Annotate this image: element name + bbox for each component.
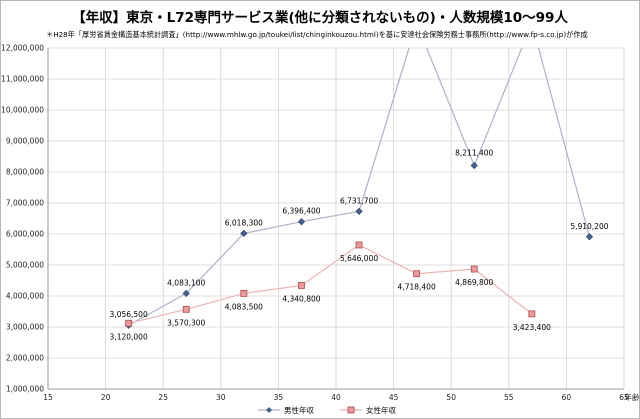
axes bbox=[47, 48, 624, 390]
male-value-label: 6,731,700 bbox=[340, 196, 378, 205]
legend-label-female: 女性年収 bbox=[366, 405, 396, 415]
male-value-label: 3,056,500 bbox=[110, 310, 148, 319]
grid-lines bbox=[47, 47, 625, 390]
x-tick-label: 40 bbox=[331, 393, 341, 402]
male-point bbox=[182, 289, 190, 298]
legend-marker-female bbox=[347, 406, 355, 414]
legend-label-male: 男性年収 bbox=[284, 405, 314, 415]
female-point bbox=[470, 265, 478, 273]
female-value-label: 4,340,800 bbox=[282, 294, 320, 303]
x-axis-label: 年齢 bbox=[625, 392, 640, 402]
male-point bbox=[297, 218, 306, 226]
x-tick-label: 20 bbox=[101, 393, 111, 402]
male-value-label: 6,396,400 bbox=[282, 207, 320, 216]
y-tick-label: 4,000,000 bbox=[6, 292, 44, 301]
y-tick-label: 6,000,000 bbox=[6, 230, 44, 239]
male-point bbox=[585, 233, 594, 241]
y-tick-label: 12,000,000 bbox=[1, 44, 44, 53]
female-point bbox=[240, 290, 248, 297]
x-tick-label: 65 bbox=[619, 393, 629, 402]
female-point bbox=[298, 282, 305, 289]
x-tick-label: 55 bbox=[504, 393, 514, 402]
female-point bbox=[528, 310, 536, 318]
female-value-label: 5,646,000 bbox=[340, 254, 378, 263]
male-value-label: 8,211,400 bbox=[455, 148, 493, 157]
female-point bbox=[125, 319, 133, 327]
y-tick-label: 1,000,000 bbox=[6, 385, 44, 394]
y-tick-label: 9,000,000 bbox=[6, 137, 44, 146]
chart-subtitle: ＊H28年「厚労省賃金構造基本統計調査」(http://www.mhlw.go.… bbox=[46, 30, 588, 39]
x-tick-label: 60 bbox=[562, 393, 572, 402]
y-axis-ticks: 1,000,000 2,000,000 3,000,000 4,000,000 5,00… bbox=[1, 44, 44, 394]
y-tick-label: 11,000,000 bbox=[1, 75, 44, 84]
male-value-label: 4,083,100 bbox=[167, 278, 205, 287]
x-tick-label: 30 bbox=[216, 393, 226, 402]
y-tick-label: 8,000,000 bbox=[6, 168, 44, 177]
female-value-label: 4,718,400 bbox=[398, 283, 436, 292]
female-value-label: 4,869,800 bbox=[455, 278, 493, 287]
data-labels: 3,056,500 4,083,100 6,018,300 6,396,400 6,73… bbox=[110, 148, 609, 341]
y-tick-label: 7,000,000 bbox=[6, 199, 44, 208]
male-point bbox=[470, 161, 478, 170]
series-line-2 bbox=[128, 244, 533, 324]
male-value-label: 5,910,200 bbox=[570, 222, 608, 231]
y-tick-label: 2,000,000 bbox=[6, 354, 44, 363]
male-point bbox=[355, 207, 363, 215]
y-tick-label: 3,000,000 bbox=[6, 323, 44, 332]
y-tick-label: 10,000,000 bbox=[1, 106, 44, 115]
female-value-label: 3,570,300 bbox=[167, 318, 205, 327]
female-point bbox=[413, 270, 421, 278]
female-point bbox=[182, 305, 190, 313]
chart-title: 【年収】東京・L72専門サービス業(他に分類されないもの)・人数規模10～99人 bbox=[72, 10, 568, 26]
x-axis-ticks: 15 20 25 30 35 40 45 50 55 60 65 bbox=[43, 393, 629, 402]
y-tick-label: 5,000,000 bbox=[6, 261, 44, 270]
male-point bbox=[240, 229, 248, 238]
x-tick-label: 25 bbox=[158, 393, 168, 402]
x-tick-label: 35 bbox=[274, 393, 284, 402]
legend-marker-male bbox=[266, 407, 272, 413]
x-tick-label: 50 bbox=[446, 393, 456, 402]
legend: 男性年収 女性年収 bbox=[258, 405, 396, 415]
male-value-label: 6,018,300 bbox=[225, 218, 263, 227]
female-value-label: 3,423,400 bbox=[513, 323, 551, 332]
female-value-label: 4,083,500 bbox=[225, 302, 263, 311]
x-tick-label: 15 bbox=[43, 393, 53, 402]
x-tick-label: 45 bbox=[389, 393, 399, 402]
series-markers bbox=[125, 161, 594, 329]
female-point bbox=[355, 241, 363, 249]
female-value-label: 3,120,000 bbox=[110, 332, 148, 341]
